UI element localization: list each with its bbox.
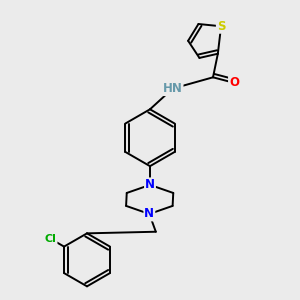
Text: N: N xyxy=(145,178,155,191)
Text: HN: HN xyxy=(163,82,183,95)
Text: Cl: Cl xyxy=(45,234,57,244)
Text: S: S xyxy=(217,20,225,33)
Text: N: N xyxy=(144,208,154,220)
Text: O: O xyxy=(229,76,239,89)
